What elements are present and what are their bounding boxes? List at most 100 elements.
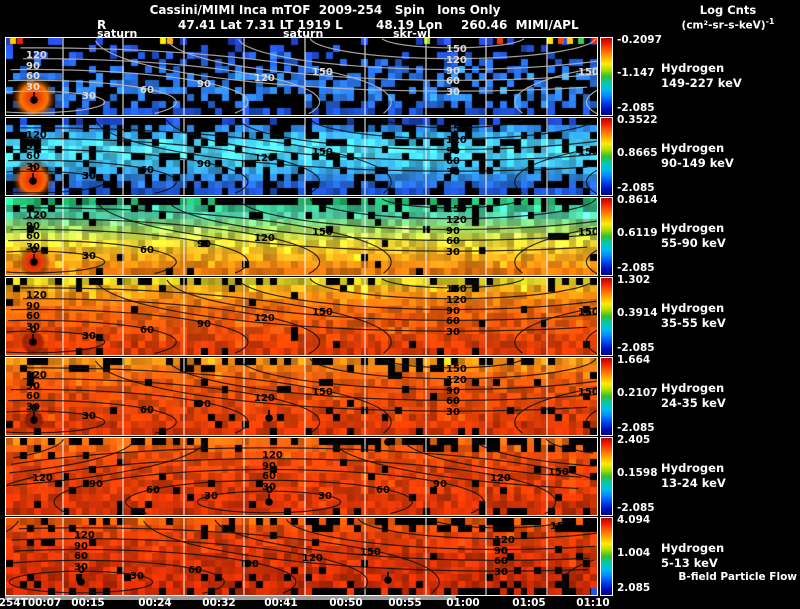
contour-label: 150 — [550, 521, 571, 532]
event-marker-saturn: saturn — [283, 27, 324, 40]
panel-hydrogen-13-24keV: 30 30 30 60 60 60 90 90 90 120 120 120 150 0 — [5, 437, 598, 516]
contour-label: 150 — [312, 307, 333, 318]
species-label: Hydrogen — [661, 61, 725, 75]
contour-label: 90 — [197, 399, 211, 410]
contour-label: 120 — [446, 375, 467, 386]
colorbar-label-bot-0: -2.085 — [617, 102, 655, 114]
contour-label: 90 — [197, 79, 211, 90]
time-tick-label: 00:15 — [71, 597, 105, 609]
contour-label: 150 — [312, 67, 333, 78]
colorbar-3 — [600, 277, 613, 356]
contour-label: 150 — [578, 67, 597, 78]
contour-label: 150 — [446, 284, 467, 295]
panel-hydrogen-24-35keV: 30 30 30 60 60 60 90 90 90 120 120 120 150 150 150 0 — [5, 357, 598, 436]
colorbar-gradient — [601, 198, 612, 275]
bfield-direction-dot — [77, 578, 85, 586]
subtitle-part-3: 260.46 MIMI/APL — [461, 18, 579, 32]
contour-label: 30 — [82, 411, 96, 422]
contour-label: 150 — [494, 524, 515, 535]
time-tick-label: 00:41 — [264, 597, 298, 609]
panel-hydrogen-149-227keV: 30 30 30 60 60 60 90 90 90 120 120 120 150 150 150 — [5, 37, 598, 116]
time-tick-label: 00:24 — [138, 597, 172, 609]
contour-label: 150 — [578, 227, 597, 238]
contour-label: 150 — [446, 44, 467, 55]
energy-label-0: Hydrogen 149-227 keV — [661, 61, 742, 91]
contour-label: 30 — [26, 402, 40, 413]
colorbar-label-mid-1: 0.8665 — [617, 147, 658, 159]
contour-label: 30 — [82, 331, 96, 342]
contour-label: 150 — [312, 227, 333, 238]
contour-label: 150 — [446, 204, 467, 215]
contour-label: 60 — [140, 325, 154, 336]
contour-label: 120 — [446, 55, 467, 66]
contour-label: 30 — [82, 91, 96, 102]
contour-label: 120 — [254, 233, 275, 244]
contour-label: 120 — [446, 215, 467, 226]
time-tick-label: 01:05 — [512, 597, 546, 609]
contour-label: 90 — [245, 559, 259, 570]
heatmap-canvas-6 — [6, 518, 597, 595]
contour-label: 90 — [197, 159, 211, 170]
time-tick-label: 01:10 — [576, 597, 610, 609]
contour-label: 30 — [26, 82, 40, 93]
contour-label: 30 — [130, 571, 144, 582]
colorbar-label-mid-5: 0.1598 — [617, 467, 658, 479]
contour-label: 120 — [262, 450, 283, 461]
contour-label: 60 — [26, 151, 40, 162]
contour-label: 150 — [360, 547, 381, 558]
contour-label: 60 — [26, 391, 40, 402]
contour-label: 150 — [578, 387, 597, 398]
colorbar-label-top-0: -0.2097 — [617, 34, 662, 46]
bfield-flow-label: B-field Particle Flow — [678, 571, 797, 583]
contour-label: 90 — [197, 319, 211, 330]
contour-label: 60 — [376, 485, 390, 496]
contour-label: 120 — [490, 473, 511, 484]
energy-range-label: 5-13 keV — [661, 556, 718, 570]
colorbar-label-top-1: 0.3522 — [617, 114, 658, 126]
contour-label: 120 — [32, 473, 53, 484]
species-label: Hydrogen — [661, 221, 725, 235]
colorbar-gradient — [601, 118, 612, 195]
energy-label-5: Hydrogen 13-24 keV — [661, 461, 726, 491]
contour-label: 30 — [446, 87, 460, 98]
contour-label: 150 — [446, 364, 467, 375]
contour-label: 60 — [26, 231, 40, 242]
subtitle-part-2: 48.19 Lon — [376, 18, 443, 32]
contour-label: 60 — [146, 485, 160, 496]
colorbar-gradient — [601, 518, 612, 595]
subtitle-part-0: R — [97, 18, 107, 32]
panel-hydrogen-35-55keV: 30 30 30 60 60 60 90 90 90 120 120 120 150 150 150 0 — [5, 277, 598, 356]
colorbar-label-bot-2: -2.085 — [617, 262, 655, 274]
panel-hydrogen-55-90keV: 30 30 30 60 60 60 90 90 90 120 120 120 150 150 150 0 — [5, 197, 598, 276]
contour-label: 30 — [318, 491, 332, 502]
bfield-direction-dot — [265, 414, 273, 422]
contour-label: 90 — [446, 66, 460, 77]
contour-label: 60 — [446, 316, 460, 327]
colorbar-2 — [600, 197, 613, 276]
species-label: Hydrogen — [661, 461, 725, 475]
bfield-direction-dot — [29, 177, 37, 185]
contour-label: 120 — [302, 553, 323, 564]
contour-label-zero: 0 — [31, 403, 38, 414]
panel-hydrogen-90-149keV: 30 30 30 60 60 60 90 90 90 120 120 120 150 150 150 0 — [5, 117, 598, 196]
contour-label: 60 — [446, 156, 460, 167]
time-tick-label: 00:50 — [329, 597, 363, 609]
contour-label: 30 — [74, 562, 88, 573]
bfield-direction-dot — [384, 576, 392, 584]
contour-label: 30 — [262, 482, 276, 493]
contour-label: 90 — [26, 141, 40, 152]
colorbar-label-bot-4: -2.085 — [617, 422, 655, 434]
contour-label: 30 — [446, 327, 460, 338]
event-marker-saturn: saturn — [97, 27, 138, 40]
contour-label: 60 — [140, 245, 154, 256]
contour-label: 30 — [204, 491, 218, 502]
time-tick-label: 00:55 — [388, 597, 422, 609]
contour-label: 90 — [262, 461, 276, 472]
species-label: Hydrogen — [661, 141, 725, 155]
contour-label: 30 — [446, 167, 460, 178]
contour-label: 30 — [26, 162, 40, 173]
